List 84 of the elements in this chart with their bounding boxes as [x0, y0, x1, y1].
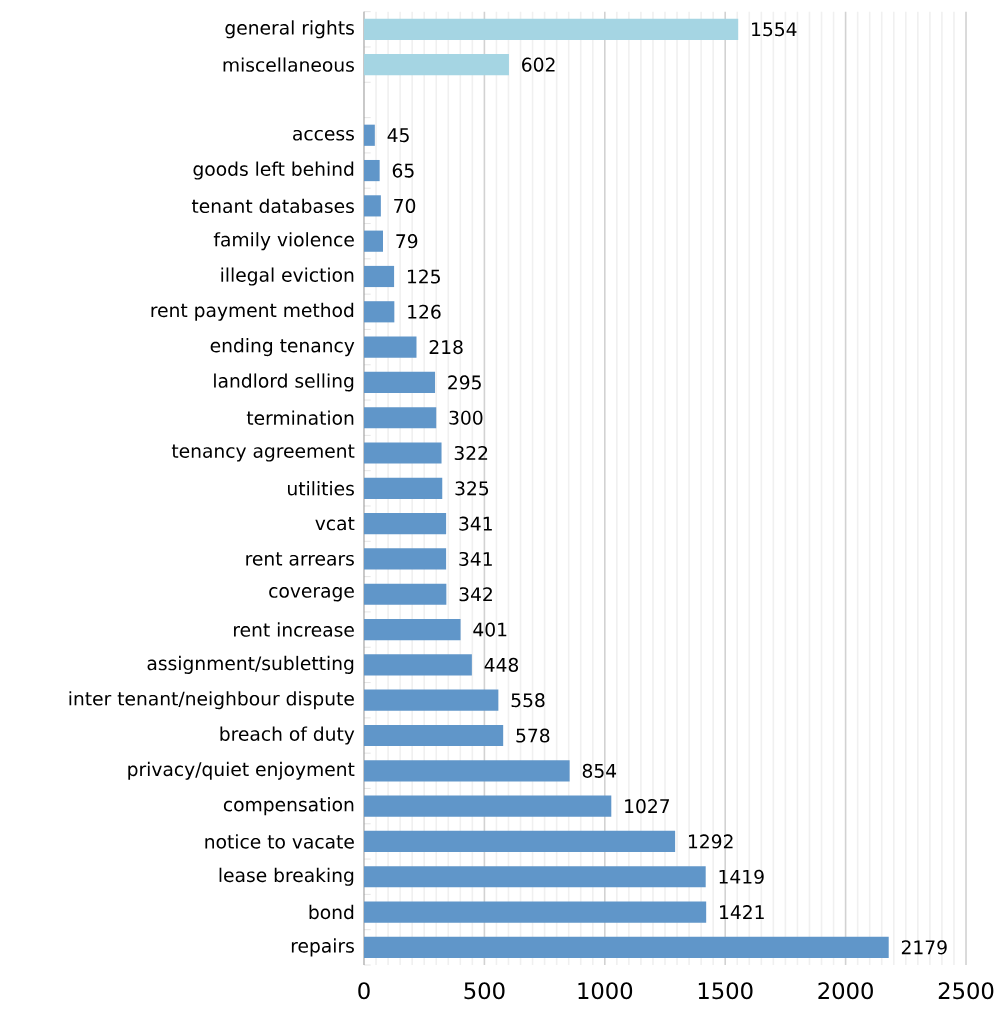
bar — [364, 124, 375, 146]
y-tick-label: rent increase — [234, 622, 354, 637]
data-label: 2179 — [901, 940, 947, 955]
y-tick-label: rent arrears — [246, 552, 354, 566]
bar — [364, 830, 676, 853]
bar — [364, 230, 384, 252]
data-label: 558 — [511, 693, 545, 708]
y-tick-label: privacy/quiet enjoyment — [128, 761, 355, 780]
data-label: 341 — [459, 516, 492, 531]
data-label: 1027 — [625, 799, 670, 814]
y-tick-label: goods left behind — [193, 161, 354, 180]
y-tick-label: landlord selling — [214, 373, 354, 392]
x-tick-label: 500 — [464, 982, 505, 1000]
bar — [364, 513, 447, 535]
bar — [364, 654, 472, 676]
y-tick-label: access — [293, 129, 354, 141]
data-label: 295 — [448, 375, 481, 390]
bar — [364, 724, 504, 747]
data-label: 125 — [407, 269, 440, 284]
y-tick-label: miscellaneous — [223, 57, 354, 72]
bar — [364, 583, 447, 605]
x-tick-label: 1500 — [698, 982, 753, 1000]
x-tick-label: 2500 — [938, 982, 994, 1000]
data-label: 854 — [582, 763, 617, 778]
bar — [364, 54, 509, 76]
data-label: 341 — [459, 551, 492, 567]
y-tick-label: notice to vacate — [205, 834, 354, 849]
bar — [364, 371, 436, 394]
y-tick-label: breach of duty — [220, 726, 355, 745]
data-label: 1292 — [688, 834, 733, 849]
x-tick-label: 1000 — [578, 982, 633, 1000]
bar — [364, 901, 707, 923]
bar — [364, 689, 499, 711]
data-label: 325 — [455, 481, 489, 496]
y-tick-label: termination — [246, 410, 354, 425]
data-label: 1419 — [719, 869, 764, 884]
y-tick-label: vcat — [315, 516, 355, 531]
data-label: 448 — [484, 657, 519, 672]
y-tick-label: assignment/subletting — [147, 655, 354, 674]
data-label: 70 — [394, 198, 416, 213]
y-tick-label: rent payment method — [151, 302, 354, 321]
bar — [364, 866, 706, 888]
data-label: 1554 — [752, 22, 797, 37]
y-tick-label: repairs — [291, 938, 354, 957]
y-tick-label: lease breaking — [219, 867, 354, 886]
bar — [364, 548, 447, 570]
data-label: 79 — [396, 234, 418, 249]
bar — [364, 407, 437, 429]
bar — [364, 18, 739, 40]
data-label: 401 — [473, 622, 507, 637]
y-tick-label: coverage — [269, 587, 354, 602]
y-tick-label: compensation — [223, 797, 354, 816]
bar — [364, 618, 461, 641]
data-label: 578 — [516, 728, 550, 743]
y-tick-label: ending tenancy — [210, 338, 355, 357]
x-tick-label: 2000 — [818, 982, 873, 1000]
bar — [364, 477, 443, 499]
data-label: 602 — [522, 57, 555, 72]
data-label: 300 — [449, 410, 483, 425]
data-label: 126 — [408, 304, 441, 319]
y-tick-label: illegal eviction — [221, 267, 354, 286]
y-tick-label: bond — [309, 904, 354, 920]
data-label: 45 — [387, 128, 409, 143]
bar — [364, 795, 612, 817]
bar — [364, 760, 570, 782]
y-tick-label: general rights — [225, 20, 354, 39]
data-label: 1421 — [720, 905, 764, 919]
y-tick-label: utilities — [288, 481, 354, 496]
data-label: 342 — [459, 587, 492, 602]
bar — [364, 936, 889, 958]
data-label: 218 — [429, 340, 463, 355]
bar — [364, 195, 381, 217]
bar — [364, 159, 380, 182]
bar — [364, 301, 395, 323]
bar — [364, 265, 395, 288]
y-tick-label: inter tenant/neighbour dispute — [69, 691, 354, 710]
data-label: 65 — [392, 163, 414, 178]
bar — [364, 336, 417, 358]
y-tick-label: tenant databases — [191, 198, 354, 214]
y-tick-label: family violence — [213, 232, 354, 251]
bar — [364, 442, 442, 464]
data-label: 322 — [454, 445, 488, 461]
x-tick-label: 0 — [358, 982, 370, 1000]
y-tick-label: tenancy agreement — [171, 444, 355, 462]
